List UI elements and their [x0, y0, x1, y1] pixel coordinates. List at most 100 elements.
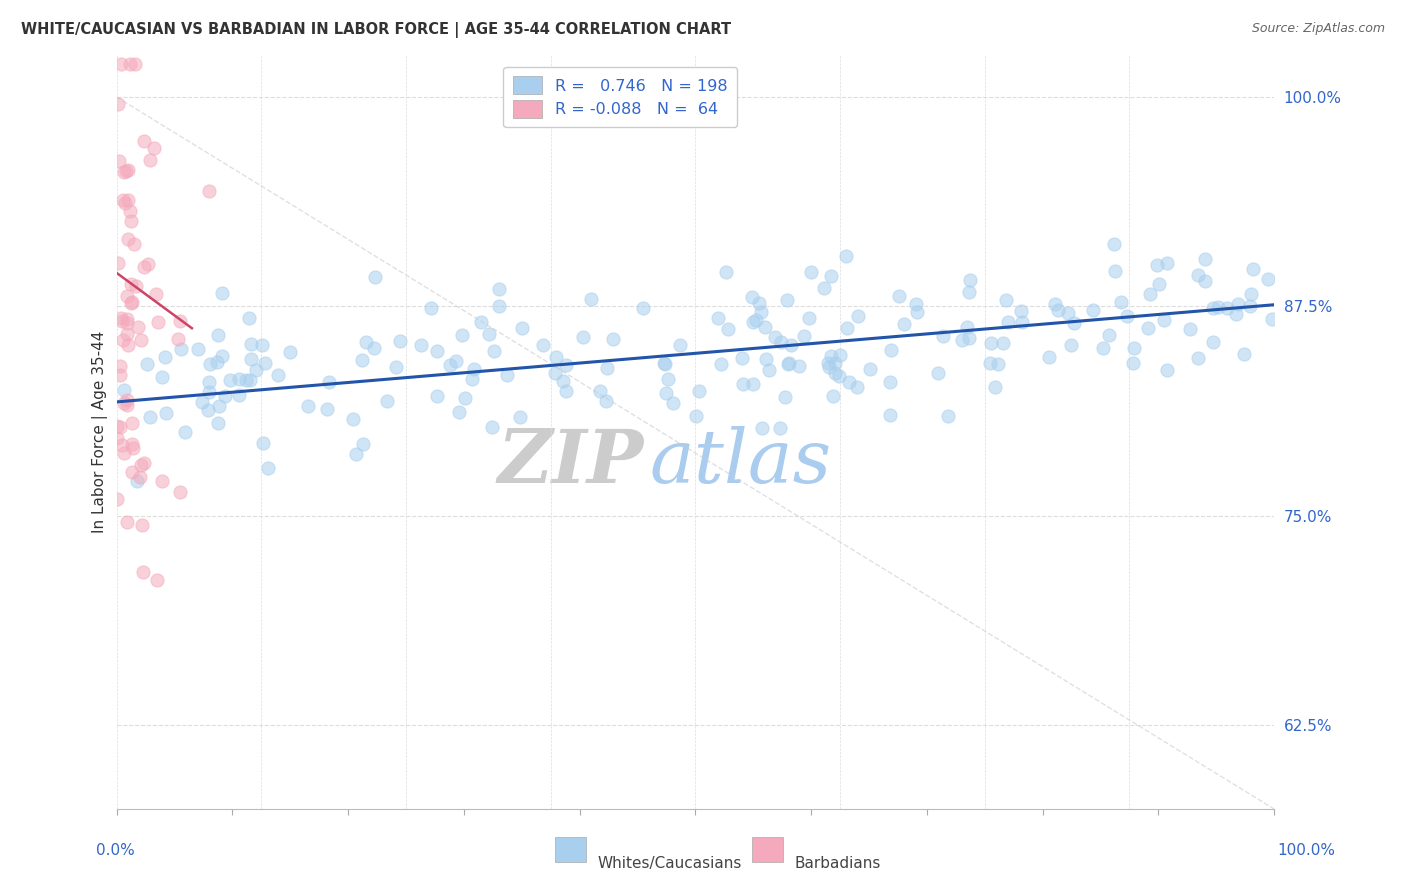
Point	[481, 420, 503, 434]
Point	[813, 281, 835, 295]
Point	[238, 310, 260, 325]
Point	[1104, 264, 1126, 278]
Point	[454, 391, 477, 405]
Point	[997, 314, 1019, 328]
Point	[207, 416, 229, 430]
Point	[820, 269, 842, 284]
Point	[451, 328, 474, 343]
Point	[776, 293, 799, 307]
Point	[384, 359, 406, 374]
Point	[763, 329, 786, 343]
Text: Whites/Caucasians: Whites/Caucasians	[598, 856, 742, 871]
Point	[110, 314, 132, 328]
Point	[129, 333, 152, 347]
Point	[755, 352, 778, 367]
Point	[107, 256, 129, 270]
Point	[112, 446, 135, 460]
Point	[187, 343, 209, 357]
Point	[835, 321, 858, 335]
Point	[115, 398, 138, 412]
Point	[773, 390, 796, 404]
Point	[830, 348, 852, 362]
Point	[127, 319, 149, 334]
Point	[742, 315, 765, 329]
Point	[364, 270, 387, 285]
Point	[1147, 277, 1170, 292]
Point	[409, 338, 432, 352]
Point	[1115, 309, 1137, 323]
Point	[318, 376, 340, 390]
Point	[1260, 311, 1282, 326]
Point	[1122, 355, 1144, 369]
Point	[110, 56, 132, 70]
Point	[787, 359, 810, 373]
Point	[654, 356, 676, 370]
Point	[1011, 315, 1033, 329]
Point	[198, 384, 221, 399]
Point	[905, 297, 928, 311]
Point	[253, 356, 276, 370]
Point	[134, 260, 156, 275]
Point	[488, 282, 510, 296]
Point	[239, 373, 262, 387]
Point	[880, 343, 903, 358]
Point	[1257, 272, 1279, 286]
Point	[145, 286, 167, 301]
Point	[207, 327, 229, 342]
Point	[111, 333, 134, 347]
Point	[544, 351, 567, 365]
Point	[1137, 321, 1160, 335]
Point	[1233, 347, 1256, 361]
Point	[122, 236, 145, 251]
Point	[211, 285, 233, 300]
Point	[375, 394, 398, 409]
Point	[887, 288, 910, 302]
Point	[655, 386, 678, 401]
Point	[758, 362, 780, 376]
Point	[553, 374, 575, 388]
Point	[125, 278, 148, 293]
Point	[1241, 262, 1264, 277]
Point	[124, 56, 146, 70]
Point	[710, 358, 733, 372]
Point	[1187, 268, 1209, 282]
Point	[363, 342, 385, 356]
Point	[859, 362, 882, 376]
Point	[352, 437, 374, 451]
Point	[316, 402, 339, 417]
Point	[1139, 287, 1161, 301]
Point	[112, 396, 135, 410]
Point	[927, 366, 949, 380]
Point	[190, 395, 212, 409]
Point	[662, 395, 685, 409]
Point	[110, 311, 132, 326]
Point	[115, 515, 138, 529]
Point	[654, 357, 676, 371]
Point	[115, 327, 138, 342]
FancyBboxPatch shape	[752, 837, 783, 862]
Point	[1153, 313, 1175, 327]
Point	[342, 411, 364, 425]
Point	[352, 352, 374, 367]
Point	[749, 305, 772, 319]
Point	[105, 418, 128, 433]
Point	[1215, 301, 1237, 315]
Point	[1010, 304, 1032, 318]
Point	[354, 335, 377, 350]
Point	[250, 338, 273, 352]
Point	[1178, 322, 1201, 336]
Point	[117, 193, 139, 207]
Point	[297, 399, 319, 413]
Point	[510, 321, 533, 335]
Point	[257, 461, 280, 475]
Point	[669, 338, 692, 352]
Point	[1047, 302, 1070, 317]
FancyBboxPatch shape	[555, 837, 586, 862]
Point	[716, 322, 738, 336]
Point	[228, 388, 250, 402]
Point	[689, 384, 711, 399]
Point	[1208, 301, 1230, 315]
Point	[439, 358, 461, 372]
Point	[769, 334, 792, 349]
Point	[1146, 258, 1168, 272]
